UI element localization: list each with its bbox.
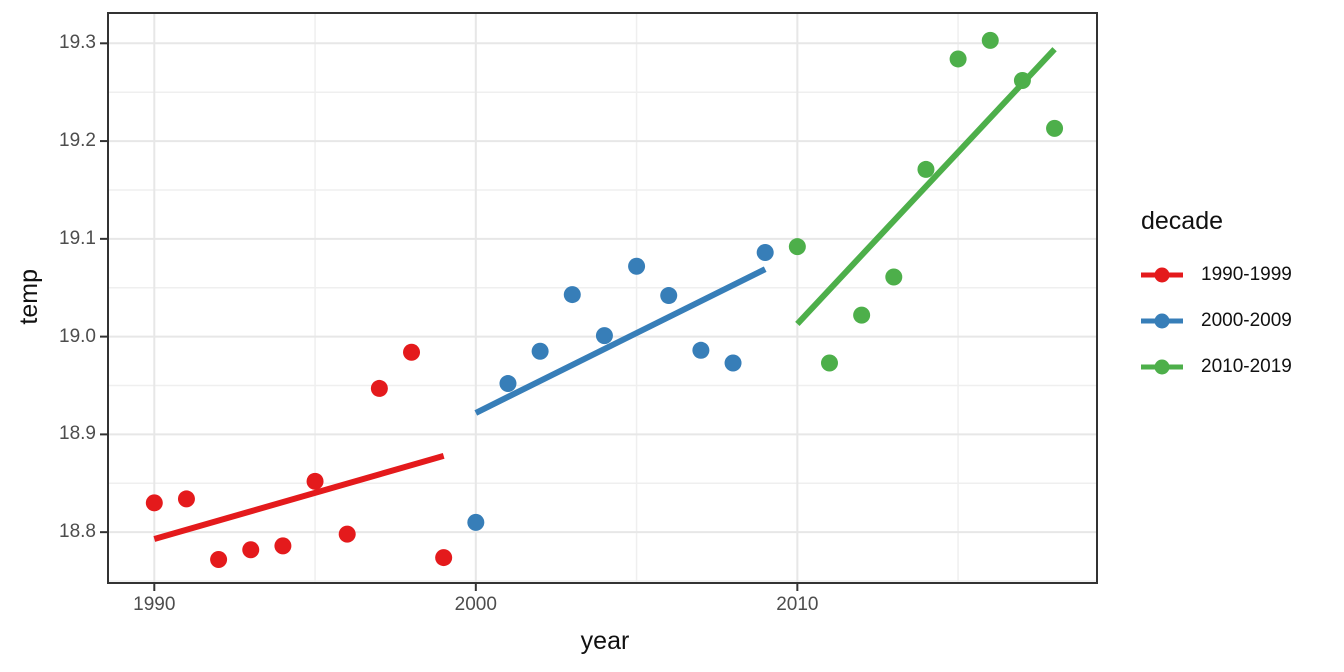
data-point-1990-1999: [403, 343, 421, 361]
data-point-1990-1999: [145, 494, 163, 512]
data-point-1990-1999: [370, 379, 388, 397]
data-point-2000-2009: [499, 375, 517, 393]
data-point-2010-2019: [1013, 71, 1031, 89]
data-point-1990-1999: [210, 551, 228, 569]
x-tick-label: 1990: [133, 594, 176, 615]
y-tick-label: 19.3: [59, 32, 96, 54]
data-point-2000-2009: [595, 327, 613, 345]
legend-title: decade: [1141, 207, 1224, 235]
data-point-2010-2019: [1046, 119, 1064, 137]
legend-key-icon: [1141, 267, 1183, 283]
data-point-2000-2009: [724, 354, 742, 372]
data-point-1990-1999: [274, 537, 292, 555]
y-tick-label: 18.8: [59, 521, 96, 543]
legend-key-icon: [1141, 313, 1183, 329]
data-point-2000-2009: [660, 287, 678, 305]
legend-item-1990-1999: 1990-1999: [1141, 260, 1292, 290]
legend-item-2000-2009: 2000-2009: [1141, 306, 1292, 336]
data-point-2010-2019: [917, 160, 935, 178]
y-axis-title: temp: [15, 269, 43, 325]
y-tick-label: 18.9: [59, 423, 96, 445]
plot-panel: [108, 13, 1097, 583]
panel-border: [107, 12, 1098, 584]
y-tick-label: 19.1: [59, 227, 96, 249]
y-tick-label: 19.0: [59, 325, 96, 347]
data-point-2000-2009: [563, 286, 581, 304]
data-point-1990-1999: [306, 472, 324, 490]
data-point-2010-2019: [788, 238, 806, 256]
legend-key-icon: [1141, 359, 1183, 375]
data-point-1990-1999: [435, 549, 453, 567]
x-tick-label: 2010: [776, 594, 819, 615]
data-point-1990-1999: [242, 541, 260, 559]
legend-label: 1990-1999: [1201, 264, 1292, 285]
trend-line-2010-2019: [795, 47, 1057, 326]
x-axis-title: year: [580, 627, 630, 655]
data-point-1990-1999: [338, 525, 356, 543]
legend-item-2010-2019: 2010-2019: [1141, 352, 1292, 382]
data-point-2010-2019: [981, 31, 999, 49]
legend-label: 2000-2009: [1201, 310, 1292, 331]
data-point-2000-2009: [531, 342, 549, 360]
data-point-1990-1999: [177, 490, 195, 508]
trend-line-2000-2009: [474, 266, 767, 416]
y-tick-label: 19.2: [59, 130, 96, 152]
data-point-2010-2019: [885, 268, 903, 286]
data-point-2000-2009: [692, 341, 710, 359]
data-point-2010-2019: [820, 354, 838, 372]
legend-label: 2010-2019: [1201, 356, 1292, 377]
trend-line-1990-1999: [153, 453, 445, 542]
x-tick-label: 2000: [454, 594, 497, 615]
data-point-2000-2009: [467, 513, 485, 531]
data-point-2010-2019: [853, 306, 871, 324]
data-point-2000-2009: [756, 244, 774, 262]
data-point-2000-2009: [628, 257, 646, 275]
legend: decade 1990-1999 2000-2009 2010-2019: [1141, 206, 1292, 398]
data-point-2010-2019: [949, 50, 967, 68]
